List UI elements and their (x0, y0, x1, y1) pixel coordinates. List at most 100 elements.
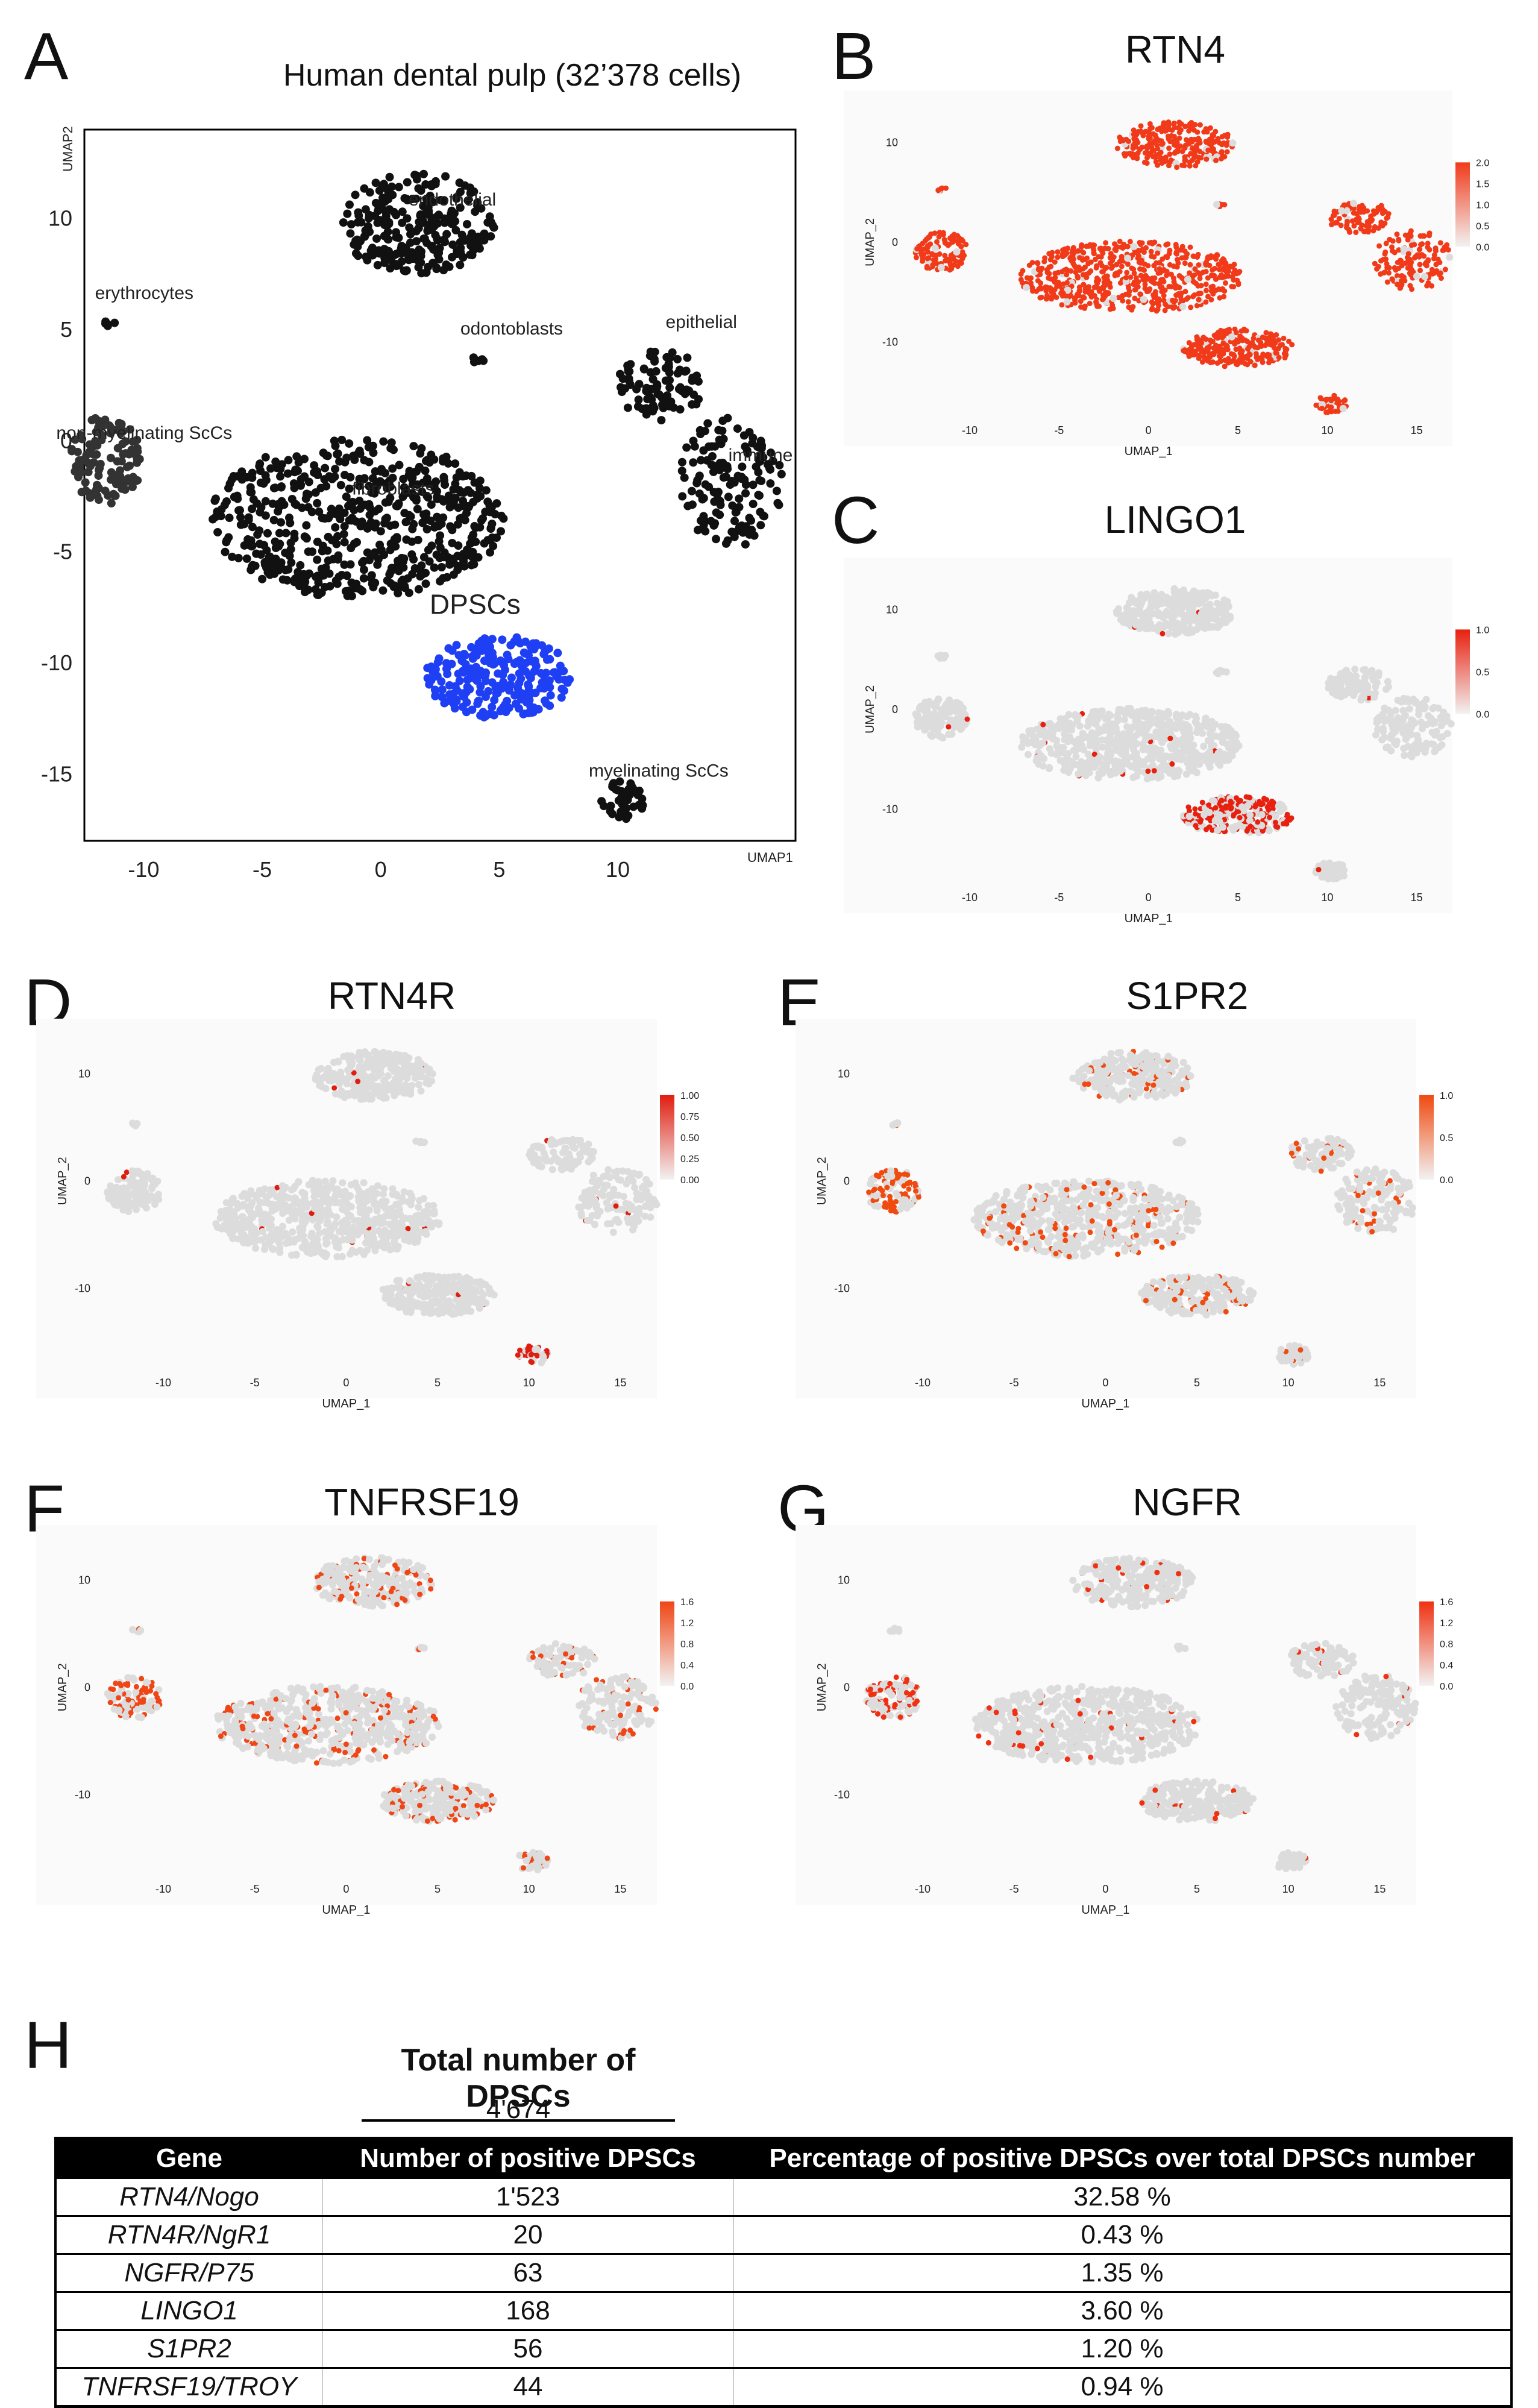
cell-point (1185, 813, 1193, 820)
expressing-cell (1282, 348, 1288, 354)
cell-point (1230, 740, 1238, 748)
cell-point (339, 218, 348, 227)
cell-point (618, 374, 627, 383)
cell-point (406, 512, 415, 521)
expressing-cell (1055, 254, 1061, 260)
cell-point (101, 415, 110, 424)
cell-point (675, 365, 684, 374)
cell-point (1417, 718, 1425, 726)
cell-point (277, 518, 286, 527)
cell-point (242, 473, 251, 482)
cell-point (1099, 743, 1106, 751)
cell-point (357, 1063, 365, 1070)
cell-point (1140, 295, 1147, 303)
cell-point (1420, 272, 1428, 280)
cell-point (430, 563, 439, 572)
cell-point (935, 695, 943, 703)
cell-point (490, 696, 499, 705)
cell-point (369, 448, 378, 457)
cell-point (133, 447, 142, 456)
expressing-cell (1323, 409, 1329, 415)
cell-point (1099, 767, 1107, 775)
expressing-cell (1191, 279, 1197, 285)
cell-point (373, 218, 382, 227)
cell-point (763, 460, 772, 469)
cluster-label: non-myelinating ScCs (56, 423, 232, 443)
expressing-cell (1383, 256, 1389, 262)
expressing-cell (1135, 253, 1141, 259)
expressing-cell (1266, 807, 1272, 813)
cell-point (1214, 826, 1222, 834)
cell-point (371, 1084, 379, 1092)
cell-point (937, 722, 944, 730)
cell-point (473, 699, 482, 708)
cell-point (735, 494, 744, 503)
expressing-cell (1176, 119, 1182, 125)
cell-point (1056, 749, 1064, 756)
cell-point (1422, 696, 1430, 703)
cell-point (340, 560, 349, 569)
cell-point (716, 500, 725, 509)
cell-point (407, 550, 416, 559)
expressing-cell (1120, 298, 1126, 304)
cell-point (774, 500, 783, 509)
cell-point (1421, 748, 1429, 756)
cell-point (277, 460, 286, 469)
y-tick-label: 0 (892, 236, 898, 248)
cell-point (387, 182, 396, 191)
expressing-cell (1077, 255, 1083, 261)
cell-point (369, 551, 378, 560)
cell-point (1199, 623, 1207, 631)
expressing-cell (1196, 262, 1202, 268)
expressing-cell (1190, 253, 1196, 259)
expressing-cell (1196, 297, 1202, 303)
expressing-cell (1131, 270, 1137, 276)
cell-point (1392, 706, 1399, 714)
cell-point (1102, 737, 1110, 744)
cell-point (368, 244, 377, 253)
cell-point (718, 417, 727, 426)
expressing-cell (1055, 249, 1061, 255)
expressing-cell (1260, 351, 1266, 357)
expressing-cell (1224, 327, 1230, 333)
cell-point (1064, 750, 1072, 758)
cell-point (271, 544, 280, 553)
cell-point (1220, 750, 1228, 758)
expressing-cell (1114, 145, 1120, 151)
cell-point (1149, 708, 1157, 716)
cell-point (1032, 757, 1040, 765)
expressing-cell (1433, 248, 1439, 254)
expressing-cell (1210, 140, 1216, 146)
cell-point (423, 226, 432, 235)
cell-point (701, 480, 710, 489)
cell-point (481, 676, 490, 685)
expressing-cell (1055, 269, 1061, 275)
expressing-cell (1188, 304, 1194, 310)
cell-point (432, 263, 441, 272)
cell-point (456, 203, 465, 212)
expressing-cell (924, 263, 930, 269)
cell-point (1053, 737, 1061, 744)
expressing-cell (1166, 145, 1172, 151)
expressing-cell (1254, 354, 1260, 360)
expressing-cell (1166, 283, 1172, 289)
expressing-cell (1272, 346, 1278, 352)
expressing-cell (1164, 254, 1170, 260)
expressing-cell (1220, 154, 1226, 160)
cell-point (542, 699, 551, 708)
cell-point (947, 716, 955, 724)
cell-point (1190, 750, 1197, 758)
expressing-cell (1195, 251, 1201, 257)
cell-point (110, 491, 119, 500)
cell-point (1402, 735, 1410, 743)
cell-point (481, 693, 490, 702)
expressing-cell (1064, 280, 1070, 286)
cell-point (525, 696, 534, 705)
cell-point (1111, 720, 1119, 728)
expressing-cell (1141, 274, 1147, 280)
cell-point (451, 459, 460, 468)
cell-point (1160, 756, 1167, 764)
cell-point (392, 228, 401, 237)
cell-point (400, 582, 409, 591)
